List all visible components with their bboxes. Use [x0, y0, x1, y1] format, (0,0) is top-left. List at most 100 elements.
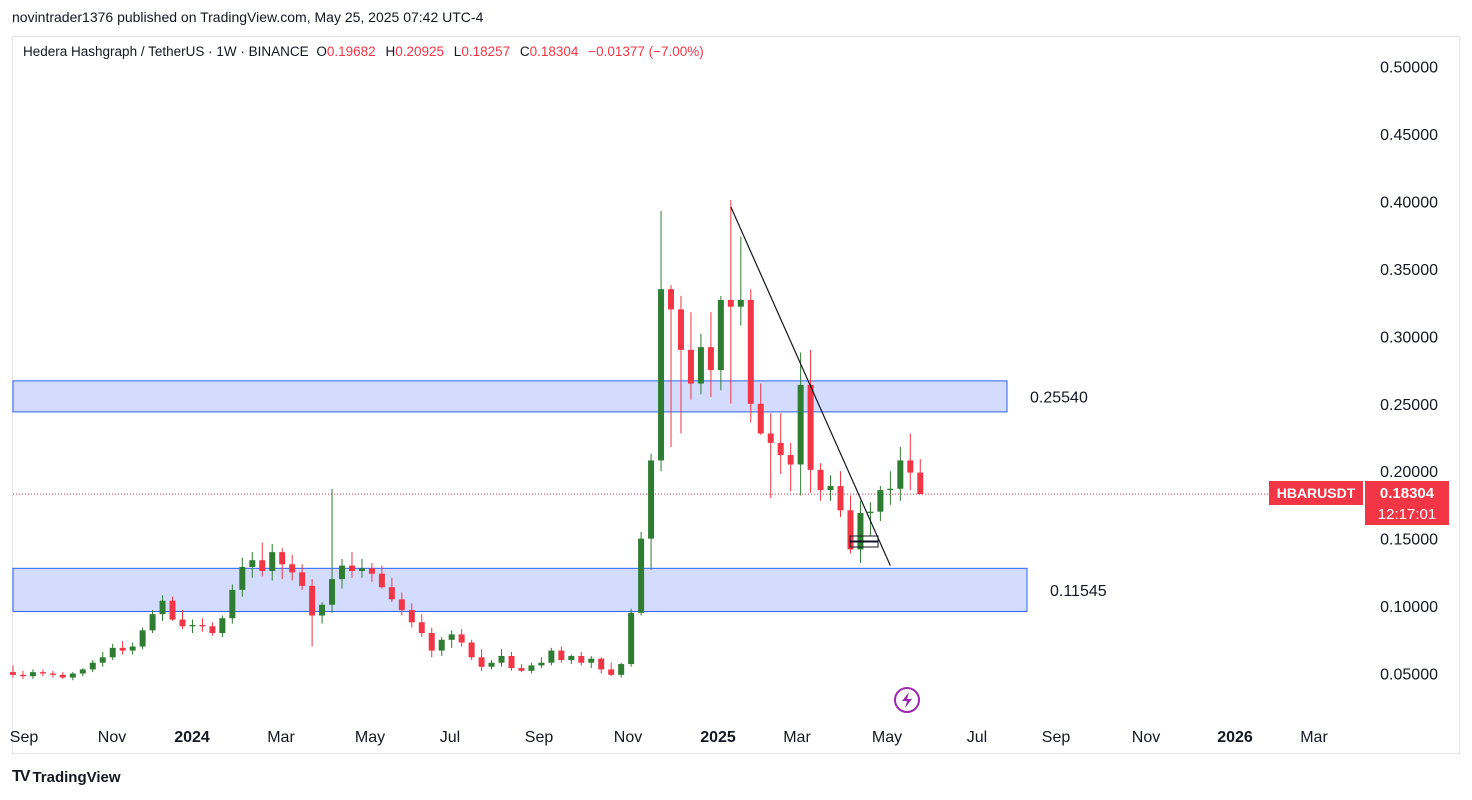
candle[interactable]: [478, 649, 485, 671]
candle[interactable]: [199, 618, 206, 632]
candle[interactable]: [538, 657, 545, 669]
candle[interactable]: [219, 615, 226, 638]
candle[interactable]: [229, 584, 236, 624]
candle[interactable]: [179, 610, 186, 629]
candle[interactable]: [438, 637, 445, 656]
candle[interactable]: [857, 500, 864, 563]
candle[interactable]: [279, 548, 286, 580]
candle[interactable]: [727, 200, 734, 404]
candle[interactable]: [119, 641, 126, 655]
candle[interactable]: [139, 627, 146, 650]
zone-1[interactable]: [12, 380, 1008, 413]
candle[interactable]: [498, 649, 505, 667]
zone-2[interactable]: [12, 567, 1028, 612]
candle[interactable]: [877, 486, 884, 522]
candle[interactable]: [19, 670, 26, 679]
candle[interactable]: [707, 312, 714, 398]
candle[interactable]: [299, 564, 306, 590]
tool-box-a[interactable]: [849, 535, 879, 542]
candle[interactable]: [289, 554, 296, 581]
candle[interactable]: [717, 295, 724, 391]
candle[interactable]: [528, 662, 535, 674]
footer-brand[interactable]: TV TradingView: [12, 768, 121, 786]
candle[interactable]: [568, 654, 575, 665]
trendline[interactable]: [730, 206, 891, 566]
candle[interactable]: [209, 622, 216, 636]
candle[interactable]: [747, 289, 754, 423]
candle[interactable]: [309, 579, 316, 647]
candle[interactable]: [159, 595, 166, 621]
candle[interactable]: [737, 236, 744, 326]
candle[interactable]: [578, 651, 585, 666]
candle[interactable]: [398, 592, 405, 616]
candle[interactable]: [508, 651, 515, 671]
candle[interactable]: [348, 552, 355, 578]
candle[interactable]: [59, 672, 66, 679]
candle[interactable]: [628, 608, 635, 667]
candle[interactable]: [767, 413, 774, 499]
candle[interactable]: [239, 557, 246, 597]
candle[interactable]: [668, 285, 675, 447]
candle[interactable]: [408, 603, 415, 628]
candle[interactable]: [827, 475, 834, 501]
candle[interactable]: [797, 352, 804, 496]
candle[interactable]: [149, 610, 156, 634]
symbol-label[interactable]: Hedera Hashgraph / TetherUS · 1W · BINAN…: [23, 44, 309, 59]
candle[interactable]: [79, 668, 86, 677]
candle[interactable]: [10, 665, 16, 678]
candle[interactable]: [129, 642, 136, 655]
candle[interactable]: [29, 669, 36, 679]
candle[interactable]: [867, 502, 874, 536]
candle[interactable]: [598, 657, 605, 674]
x-tick-label: 2026: [1217, 729, 1253, 746]
candle[interactable]: [358, 558, 365, 578]
candle[interactable]: [388, 577, 395, 603]
candle[interactable]: [757, 383, 764, 435]
candle[interactable]: [608, 662, 615, 677]
candle[interactable]: [418, 614, 425, 638]
candle[interactable]: [787, 442, 794, 492]
candle[interactable]: [817, 463, 824, 501]
candle[interactable]: [588, 655, 595, 669]
candle[interactable]: [49, 670, 56, 678]
candle[interactable]: [189, 619, 196, 634]
candle[interactable]: [339, 558, 346, 589]
candle[interactable]: [697, 333, 704, 395]
candle[interactable]: [807, 349, 814, 493]
candle[interactable]: [468, 639, 475, 661]
candle[interactable]: [687, 312, 694, 400]
candle[interactable]: [837, 471, 844, 518]
candle[interactable]: [458, 628, 465, 647]
candle[interactable]: [329, 488, 336, 613]
candle[interactable]: [169, 596, 176, 621]
tool-box-b[interactable]: [849, 541, 879, 548]
candle[interactable]: [548, 647, 555, 666]
candle[interactable]: [897, 446, 904, 501]
candle[interactable]: [259, 542, 266, 577]
candle[interactable]: [39, 669, 46, 677]
candle[interactable]: [109, 643, 116, 661]
candle[interactable]: [518, 664, 525, 673]
candle[interactable]: [428, 627, 435, 658]
candle[interactable]: [488, 660, 495, 670]
candle[interactable]: [658, 210, 665, 472]
candle[interactable]: [89, 660, 96, 673]
candle[interactable]: [907, 433, 914, 491]
candle[interactable]: [618, 662, 625, 678]
candle[interactable]: [917, 459, 924, 495]
candle[interactable]: [448, 630, 455, 648]
candle[interactable]: [249, 552, 256, 578]
candle[interactable]: [887, 471, 894, 505]
candle[interactable]: [648, 453, 655, 570]
candle[interactable]: [638, 531, 645, 616]
candle[interactable]: [319, 602, 326, 624]
candle[interactable]: [378, 565, 385, 589]
candle[interactable]: [269, 544, 276, 581]
candle[interactable]: [69, 672, 76, 681]
candle[interactable]: [777, 413, 784, 474]
candle[interactable]: [99, 651, 106, 667]
candle[interactable]: [368, 562, 375, 582]
candle[interactable]: [677, 295, 684, 434]
candle[interactable]: [558, 646, 565, 663]
